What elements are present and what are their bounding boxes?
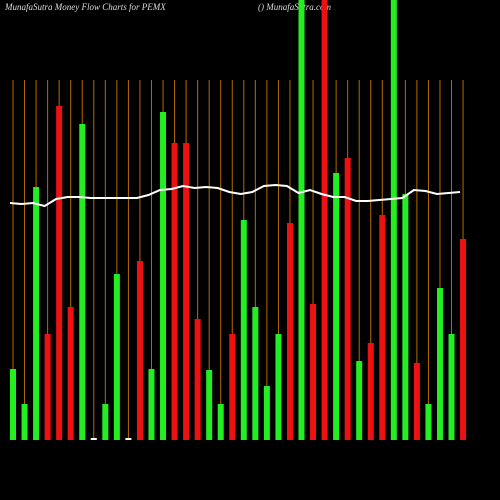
bar [171, 143, 178, 440]
bar [390, 0, 397, 440]
bar [10, 369, 16, 440]
bar [44, 334, 51, 440]
bar [333, 173, 340, 440]
bar [379, 215, 386, 440]
bar [286, 223, 293, 440]
bar [113, 274, 120, 440]
bar [125, 438, 132, 440]
bar [21, 404, 28, 440]
bar [263, 386, 270, 440]
chart-title: MunafaSutra Money Flow Charts for PEMX [4, 2, 166, 12]
bar [240, 220, 247, 440]
bar [413, 363, 420, 440]
bar [436, 288, 443, 440]
bar [356, 361, 363, 440]
bar [252, 307, 259, 440]
bar [367, 343, 374, 440]
bar [217, 404, 224, 440]
bar [194, 319, 201, 440]
bar [402, 194, 409, 440]
bar [102, 404, 109, 440]
bar [298, 0, 305, 440]
bar [275, 334, 282, 440]
bar [310, 304, 317, 440]
bar [448, 334, 455, 440]
bar [148, 369, 155, 440]
bar [90, 438, 97, 440]
bar [160, 112, 167, 440]
bar [136, 261, 143, 440]
money-flow-line [9, 183, 461, 208]
bar [33, 187, 40, 440]
bar [183, 143, 190, 440]
chart-subtitle: () MunafaSutra.com [258, 2, 331, 12]
bar [229, 334, 236, 440]
bar [344, 158, 351, 440]
bar [79, 124, 86, 440]
bar [206, 370, 213, 440]
bar [67, 307, 74, 440]
bar [321, 0, 328, 440]
bar [425, 404, 432, 440]
bar [460, 239, 467, 440]
bar [56, 106, 63, 440]
